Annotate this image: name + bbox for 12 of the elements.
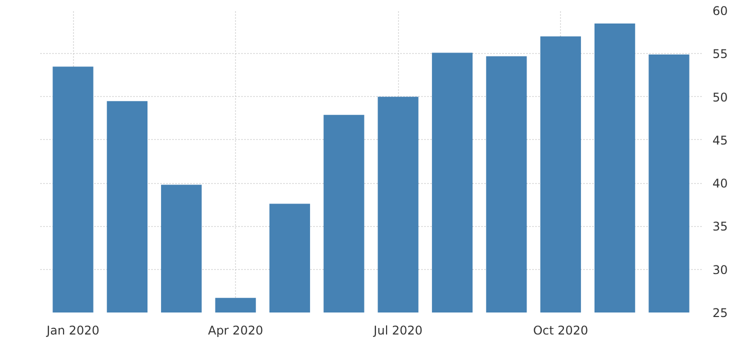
y-tick-label: 35 — [712, 220, 728, 234]
y-tick-label: 50 — [712, 90, 728, 104]
x-tick-label: Jan 2020 — [46, 324, 100, 338]
y-tick-label: 60 — [712, 4, 728, 18]
y-tick-label: 40 — [712, 176, 728, 191]
y-tick-label: 30 — [712, 262, 728, 277]
x-tick-label: Oct 2020 — [533, 324, 588, 338]
y-tick-label: 55 — [712, 47, 728, 62]
x-tick-label: Jul 2020 — [372, 324, 423, 338]
y-tick-label: 25 — [712, 306, 728, 320]
x-tick-label: Apr 2020 — [208, 324, 264, 338]
y-tick-label: 45 — [712, 133, 728, 148]
